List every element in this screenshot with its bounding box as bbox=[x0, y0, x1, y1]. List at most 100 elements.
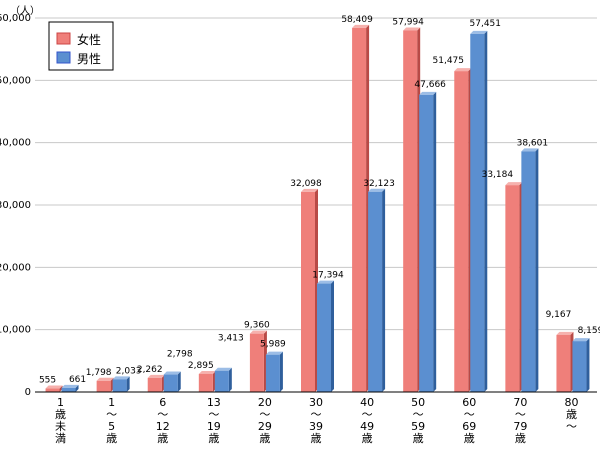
bars bbox=[45, 24, 590, 393]
bar-male bbox=[61, 384, 79, 392]
bar-female bbox=[556, 331, 574, 392]
data-label: 9,360 bbox=[244, 321, 270, 331]
svg-text:19: 19 bbox=[207, 420, 221, 433]
category-label: 30～39歳 bbox=[309, 396, 323, 445]
legend-label-female: 女性 bbox=[77, 32, 101, 47]
y-tick-label: 20,000 bbox=[0, 262, 31, 273]
svg-text:60: 60 bbox=[462, 396, 476, 409]
y-axis-unit-label: （人） bbox=[10, 5, 40, 17]
y-tick-label: 60,000 bbox=[0, 13, 31, 24]
category-label: 80歳～ bbox=[564, 396, 578, 433]
data-label: 58,409 bbox=[341, 15, 373, 25]
bar-male bbox=[214, 367, 232, 392]
bar-female bbox=[96, 377, 114, 392]
data-label: 32,123 bbox=[363, 179, 395, 189]
data-label: 8,159 bbox=[578, 326, 600, 336]
category-label: 1～5歳 bbox=[106, 396, 117, 445]
data-label: 2,033 bbox=[116, 366, 142, 376]
svg-text:歳: 歳 bbox=[208, 432, 219, 445]
legend-label-male: 男性 bbox=[77, 52, 101, 66]
svg-text:50: 50 bbox=[411, 396, 425, 409]
svg-text:12: 12 bbox=[156, 420, 170, 433]
svg-text:歳: 歳 bbox=[566, 408, 577, 421]
data-label: 32,098 bbox=[290, 179, 322, 189]
legend-swatch-female bbox=[56, 32, 71, 45]
bar-female bbox=[198, 370, 216, 392]
svg-text:29: 29 bbox=[258, 420, 272, 433]
y-tick-label: 10,000 bbox=[0, 325, 31, 336]
svg-text:～: ～ bbox=[464, 408, 475, 421]
category-label: 60～69歳 bbox=[462, 396, 476, 445]
bar-male bbox=[470, 30, 488, 393]
svg-text:5: 5 bbox=[108, 420, 115, 433]
x-axis-categories: 1歳未満1～5歳6～12歳13～19歳20～29歳30～39歳40～49歳50～… bbox=[55, 396, 578, 445]
svg-text:～: ～ bbox=[106, 408, 117, 421]
legend: 女性 男性 bbox=[48, 21, 114, 71]
data-label: 57,451 bbox=[470, 19, 502, 29]
svg-text:歳: 歳 bbox=[464, 432, 475, 445]
data-label: 3,413 bbox=[218, 334, 244, 344]
svg-text:～: ～ bbox=[157, 408, 168, 421]
data-labels: 555 1,798 2,262 2,895 9,360 32,098 58,409 57,99… bbox=[39, 15, 600, 386]
bar-male bbox=[572, 338, 590, 392]
category-label: 6～12歳 bbox=[156, 396, 170, 445]
category-label: 40～49歳 bbox=[360, 396, 374, 445]
svg-text:～: ～ bbox=[311, 408, 322, 421]
y-tick-label: 50,000 bbox=[0, 75, 31, 86]
bar-male bbox=[317, 280, 334, 392]
data-label: 2,895 bbox=[188, 361, 214, 371]
data-label: 555 bbox=[39, 376, 56, 386]
svg-text:歳: 歳 bbox=[362, 432, 373, 445]
svg-text:～: ～ bbox=[515, 408, 526, 421]
data-label: 51,475 bbox=[433, 56, 465, 66]
bar-female bbox=[45, 385, 63, 392]
svg-text:未: 未 bbox=[55, 420, 66, 433]
svg-text:80: 80 bbox=[564, 396, 578, 409]
category-label: 70～79歳 bbox=[513, 396, 527, 445]
data-label: 47,666 bbox=[414, 80, 446, 90]
svg-text:歳: 歳 bbox=[259, 432, 270, 445]
data-label: 2,798 bbox=[167, 350, 193, 360]
category-label: 13～19歳 bbox=[207, 396, 221, 445]
y-tick-label: 30,000 bbox=[0, 200, 31, 211]
legend-swatch-male bbox=[56, 51, 71, 64]
bar-male bbox=[112, 376, 130, 392]
svg-text:～: ～ bbox=[413, 408, 424, 421]
svg-text:39: 39 bbox=[309, 420, 323, 433]
data-label: 57,994 bbox=[392, 18, 424, 28]
data-label: 661 bbox=[69, 375, 86, 385]
bar-male bbox=[368, 188, 386, 392]
svg-text:歳: 歳 bbox=[55, 408, 66, 421]
data-label: 17,394 bbox=[312, 271, 344, 281]
svg-text:～: ～ bbox=[566, 420, 577, 433]
category-label: 50～59歳 bbox=[411, 396, 425, 445]
svg-text:70: 70 bbox=[513, 396, 527, 409]
bar-female bbox=[147, 374, 165, 392]
y-axis-ticks: 0 10,000 20,000 30,000 40,000 50,000 60,000 bbox=[0, 13, 31, 398]
bar-male bbox=[521, 148, 539, 392]
svg-text:69: 69 bbox=[462, 420, 476, 433]
y-tick-label: 40,000 bbox=[0, 138, 31, 149]
svg-text:歳: 歳 bbox=[106, 432, 117, 445]
svg-text:1: 1 bbox=[108, 396, 115, 409]
svg-text:49: 49 bbox=[360, 420, 374, 433]
bar-female bbox=[249, 330, 267, 392]
data-label: 38,601 bbox=[517, 138, 549, 148]
svg-text:6: 6 bbox=[159, 396, 166, 409]
svg-text:13: 13 bbox=[207, 396, 221, 409]
svg-text:20: 20 bbox=[258, 396, 272, 409]
bar-male bbox=[163, 371, 181, 392]
svg-text:～: ～ bbox=[362, 408, 373, 421]
bar-female bbox=[352, 24, 370, 392]
svg-text:歳: 歳 bbox=[515, 432, 526, 445]
svg-text:～: ～ bbox=[259, 408, 270, 421]
bar-female bbox=[505, 182, 523, 392]
data-label: 1,798 bbox=[86, 368, 112, 378]
svg-text:歳: 歳 bbox=[413, 432, 424, 445]
svg-text:歳: 歳 bbox=[157, 432, 168, 445]
svg-text:40: 40 bbox=[360, 396, 374, 409]
svg-text:満: 満 bbox=[55, 432, 66, 445]
y-tick-label: 0 bbox=[25, 387, 31, 398]
